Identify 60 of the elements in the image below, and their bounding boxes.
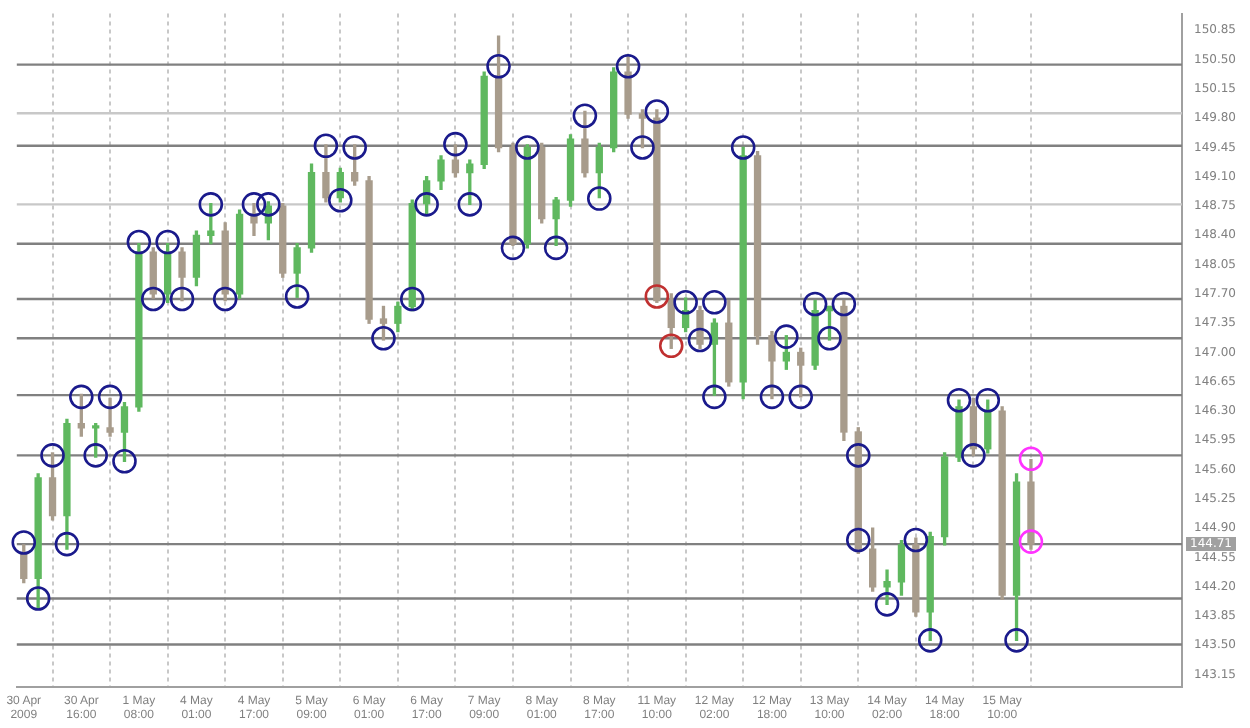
point xyxy=(25,586,51,611)
point xyxy=(644,99,670,124)
point xyxy=(817,325,842,351)
point xyxy=(730,135,756,160)
point xyxy=(845,527,871,553)
point xyxy=(831,291,857,317)
point xyxy=(443,131,468,157)
point xyxy=(658,333,684,359)
point xyxy=(572,103,598,128)
candlestick xyxy=(106,397,114,437)
point xyxy=(759,384,785,410)
point xyxy=(399,286,425,312)
point xyxy=(946,387,972,413)
point xyxy=(917,628,943,653)
point xyxy=(1018,529,1044,554)
point xyxy=(241,192,267,217)
point xyxy=(112,448,137,474)
point xyxy=(845,443,871,468)
point xyxy=(54,531,80,557)
point xyxy=(802,291,828,317)
point xyxy=(586,186,612,211)
candlestick xyxy=(883,569,891,606)
point xyxy=(212,286,238,312)
point xyxy=(169,286,195,312)
point xyxy=(702,289,727,315)
point xyxy=(486,54,511,79)
point xyxy=(903,527,929,553)
point xyxy=(140,286,166,312)
point xyxy=(198,192,224,217)
point xyxy=(961,443,986,468)
point xyxy=(1004,628,1029,653)
point xyxy=(788,384,814,410)
point xyxy=(500,235,526,261)
point xyxy=(457,192,483,217)
point xyxy=(313,133,339,159)
point xyxy=(155,229,180,255)
point xyxy=(975,387,1001,413)
point xyxy=(1018,446,1044,472)
point xyxy=(126,229,152,255)
point xyxy=(328,187,353,213)
point xyxy=(874,592,900,617)
point xyxy=(630,135,655,160)
point xyxy=(644,284,670,309)
point xyxy=(69,384,94,410)
point xyxy=(11,530,37,555)
point xyxy=(342,135,367,160)
point xyxy=(284,284,310,309)
point xyxy=(673,289,698,315)
point xyxy=(414,192,439,217)
point xyxy=(97,384,123,410)
point xyxy=(83,443,108,468)
point xyxy=(371,325,396,351)
point xyxy=(40,443,65,468)
point xyxy=(256,192,281,217)
point xyxy=(543,235,569,261)
point xyxy=(687,327,713,353)
point xyxy=(515,135,540,160)
point xyxy=(774,324,799,349)
point xyxy=(702,384,727,410)
point xyxy=(615,54,641,79)
